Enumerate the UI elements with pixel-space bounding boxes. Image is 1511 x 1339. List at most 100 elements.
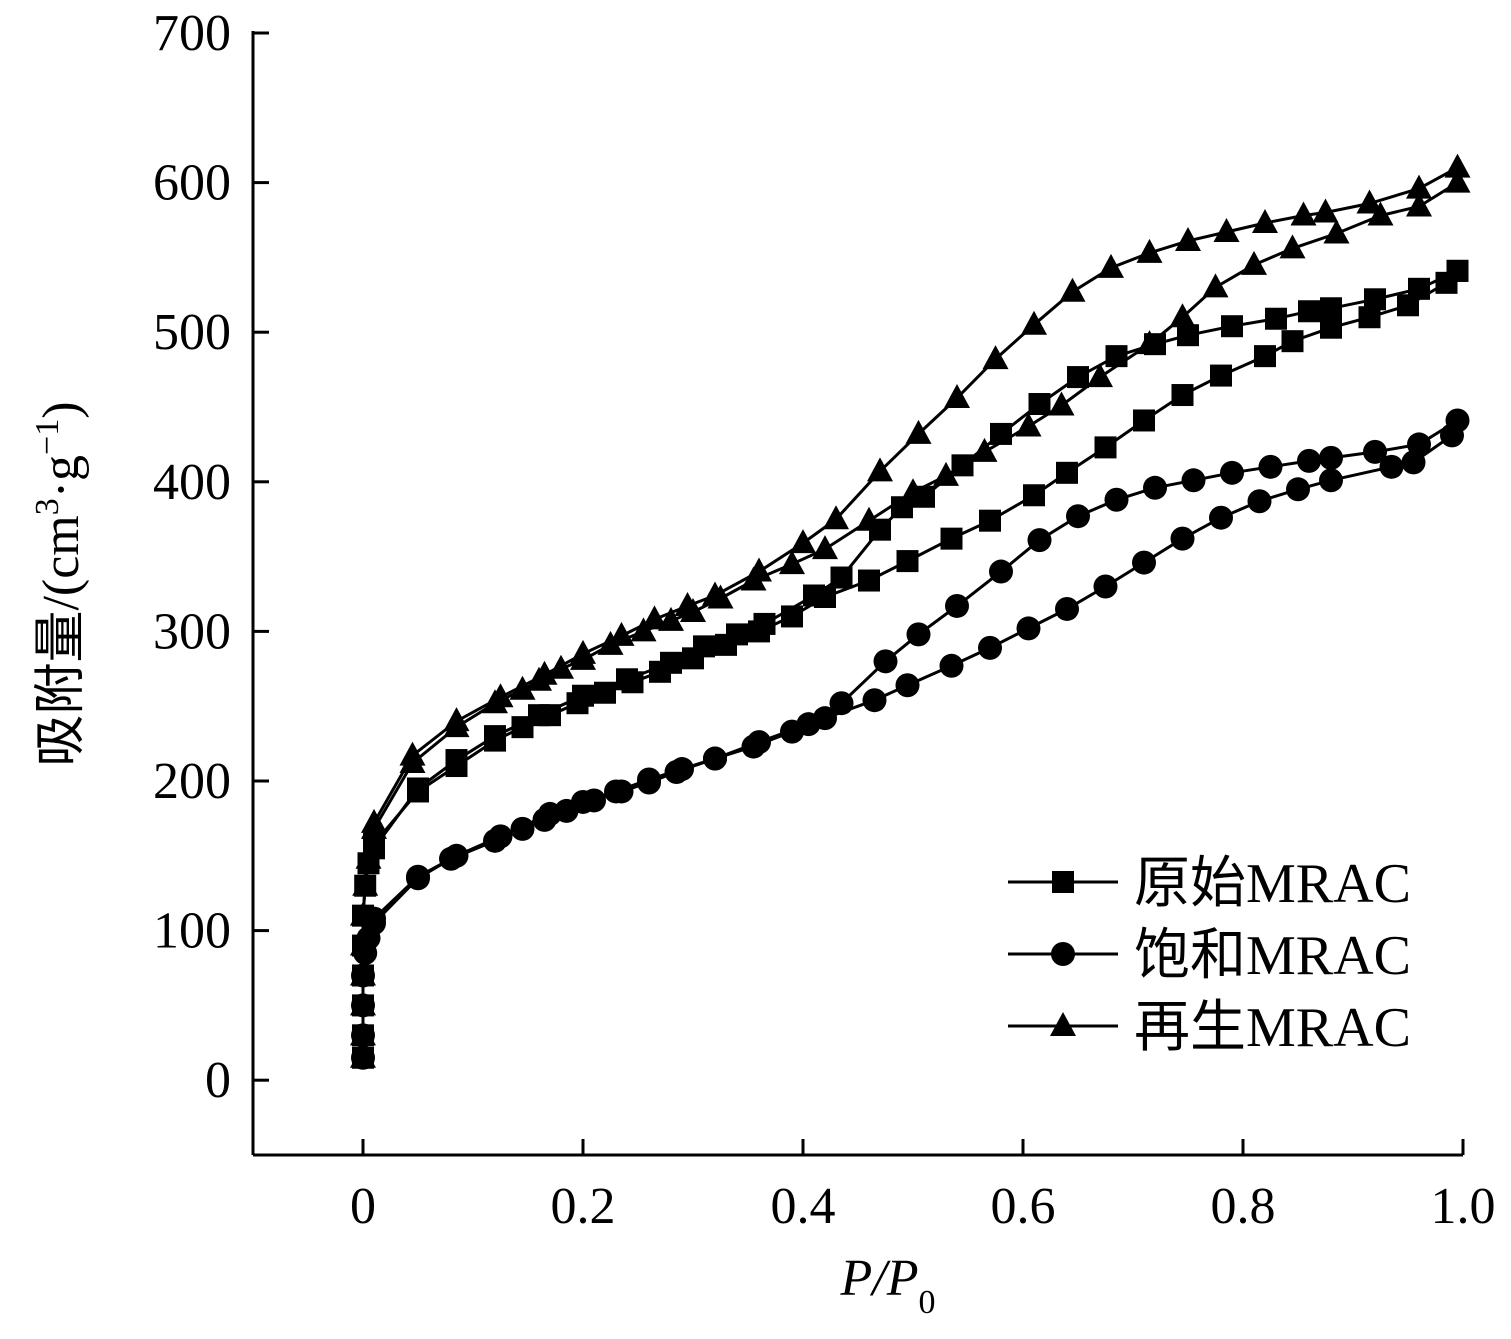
data-point [1056, 461, 1078, 484]
y-ticks: 0 100 200 300 400 500 600 700 [153, 5, 269, 1109]
data-point [1364, 288, 1386, 311]
data-point [1323, 219, 1350, 244]
data-point [1213, 217, 1240, 242]
data-point [1356, 189, 1383, 214]
data-point [604, 779, 628, 804]
data-point [616, 668, 638, 691]
data-point [1298, 300, 1320, 323]
data-point [823, 505, 849, 530]
data-point [361, 808, 387, 833]
data-point [660, 651, 682, 674]
data-point [1133, 409, 1155, 432]
data-point [1319, 468, 1343, 493]
data-point [1105, 345, 1128, 368]
data-point [1358, 306, 1381, 329]
data-point [1265, 307, 1287, 330]
data-point [873, 649, 898, 674]
series-layer [350, 153, 1471, 1070]
data-point [982, 345, 1009, 370]
data-point [1202, 273, 1229, 298]
legend-label: 再生MRAC [1134, 997, 1411, 1059]
data-point [979, 509, 1001, 532]
y-tick-label: 400 [153, 454, 231, 511]
y-axis-title-mid: ·g [33, 455, 90, 498]
y-axis-title-sup2: −1 [29, 419, 66, 455]
legend-marker [1051, 942, 1075, 966]
x-axis-title: P/P0 [840, 1250, 936, 1321]
data-point [939, 653, 964, 678]
data-point [488, 824, 513, 849]
data-point [1258, 454, 1283, 479]
x-tick-label: 0.4 [771, 1178, 836, 1235]
data-point [1363, 439, 1387, 464]
data-point [862, 688, 887, 713]
data-point [1209, 505, 1233, 530]
data-point [571, 789, 595, 814]
legend-item: 原始MRAC [1008, 853, 1411, 915]
data-point [487, 683, 514, 708]
data-point [940, 527, 963, 550]
data-point [812, 535, 838, 560]
legend-item: 再生MRAC [1008, 997, 1411, 1059]
x-tick-label: 0.8 [1211, 1178, 1276, 1235]
data-point [753, 612, 776, 635]
data-point [538, 801, 562, 826]
data-point [350, 931, 376, 956]
data-point [570, 639, 596, 664]
data-point [1169, 303, 1196, 328]
legend-marker [1052, 871, 1074, 893]
data-point [829, 691, 854, 716]
data-point [670, 757, 694, 782]
y-tick-label: 100 [153, 903, 231, 960]
data-point [1445, 408, 1470, 433]
data-point [1444, 153, 1471, 178]
data-point [1098, 253, 1124, 278]
data-point [1406, 192, 1432, 217]
data-point [572, 684, 594, 707]
data-point [779, 550, 805, 575]
data-point [1027, 528, 1052, 553]
data-point [1094, 436, 1117, 459]
data-point [352, 871, 379, 896]
data-point [702, 581, 728, 606]
data-point [693, 635, 715, 658]
data-point [944, 384, 970, 409]
data-point [803, 584, 825, 607]
data-point [1286, 477, 1310, 502]
data-point [509, 675, 536, 700]
data-point [1021, 310, 1047, 335]
data-point [1177, 324, 1199, 347]
x-tick-label: 0.6 [991, 1178, 1056, 1235]
data-point [1407, 432, 1431, 457]
x-tick-label: 1.0 [1431, 1178, 1496, 1235]
data-point [1170, 526, 1195, 551]
data-point [528, 704, 550, 727]
data-point [1444, 168, 1471, 193]
data-point [1279, 234, 1306, 259]
data-point [1247, 489, 1272, 514]
data-point [350, 961, 376, 986]
data-point [406, 864, 430, 889]
data-point [858, 569, 880, 592]
data-point [1055, 596, 1079, 621]
data-point [484, 725, 506, 748]
data-point [1254, 345, 1276, 368]
data-point [350, 901, 376, 926]
data-point [641, 605, 668, 630]
data-point [1136, 238, 1163, 263]
data-point [350, 991, 376, 1016]
data-point [900, 478, 926, 503]
data-point [1252, 208, 1278, 233]
data-point [637, 767, 661, 792]
data-point [445, 749, 468, 772]
data-point [746, 557, 772, 582]
y-tick-label: 500 [153, 304, 231, 361]
data-point [350, 1043, 376, 1068]
data-point [1312, 198, 1339, 223]
data-point [1048, 391, 1075, 416]
data-point [608, 621, 635, 646]
data-point [1067, 366, 1089, 389]
data-point [1132, 550, 1156, 575]
data-point [1210, 364, 1232, 387]
data-point [407, 777, 429, 800]
